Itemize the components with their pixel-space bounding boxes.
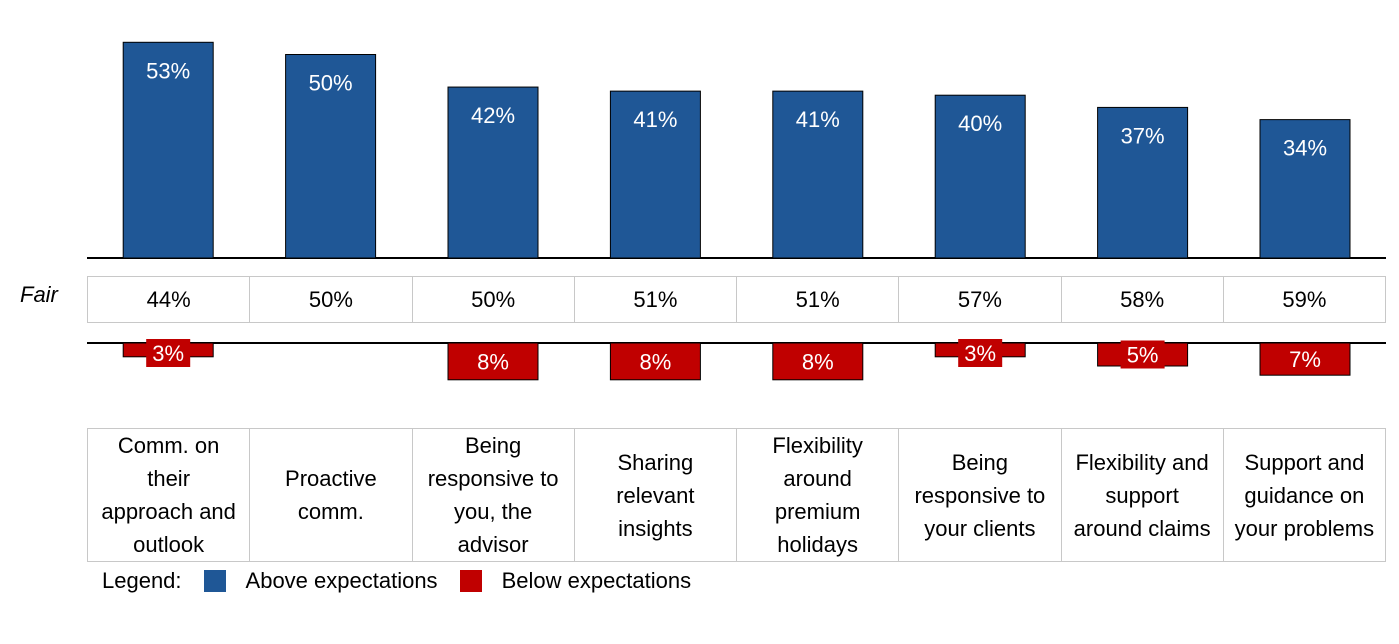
above-value-label: 37% [1121,123,1165,148]
above-value-label: 41% [633,107,677,132]
fair-cell: 59% [1222,276,1387,323]
above-value-label: 40% [958,111,1002,136]
below-value-label: 3% [152,341,184,366]
category-label: Flexibility and support around claims [1060,428,1224,562]
below-label-box [795,347,840,376]
above-value-label: 41% [796,107,840,132]
above-bar [772,90,864,259]
legend-swatch-above [203,570,226,592]
above-value-label: 53% [146,58,190,83]
above-value-label: 42% [471,103,515,128]
fair-cell: 44% [86,276,251,323]
fair-cell: 57% [898,276,1062,323]
above-bar [1259,119,1351,259]
fair-cell: 50% [411,276,575,323]
below-value-label: 8% [802,349,834,374]
above-bar [285,54,377,259]
below-value-label: 3% [964,341,996,366]
below-label-box [1283,345,1327,374]
below-label-box [146,339,191,367]
fair-cell: 50% [249,276,413,323]
below-label-box [1120,340,1165,369]
below-value-label: 7% [1289,347,1321,372]
category-label: Comm. on their approach and outlook [86,428,251,562]
category-label: Being responsive to you, the advisor [411,428,575,562]
category-table: Comm. on their approach and outlook Proac… [86,428,1387,562]
above-bar [934,94,1026,259]
fair-row-table: 44% 50% 50% 51% 51% 57% 58% 59% [86,276,1387,323]
below-value-label: 8% [640,349,672,374]
fair-row-label: Fair [20,282,58,307]
legend-label-above: Above expectations [245,568,438,593]
fair-cell: 51% [735,276,900,323]
legend: Legend: Above expectations Below expecta… [102,568,695,594]
above-bar [447,86,539,259]
above-bar [1097,106,1189,259]
category-label: Flexibility around premium holidays [735,428,900,562]
legend-swatch-below [459,570,482,592]
category-label: Sharing relevant insights [573,428,738,562]
below-label-box [633,347,678,376]
below-label-box [471,347,515,376]
fair-cell: 58% [1060,276,1224,323]
below-label-box [958,339,1003,367]
below-value-label: 5% [1127,343,1159,368]
below-value-label: 8% [477,349,509,374]
category-label: Support and guidance on your problems [1222,428,1387,562]
legend-label-below: Below expectations [501,568,692,593]
fair-cell: 51% [573,276,738,323]
category-label: Being responsive to your clients [898,428,1062,562]
above-bar [122,41,214,259]
above-value-label: 50% [309,71,353,96]
legend-title: Legend: [102,568,182,593]
category-label: Proactive comm. [249,428,413,562]
above-value-label: 34% [1283,136,1327,161]
above-bar [609,90,701,259]
